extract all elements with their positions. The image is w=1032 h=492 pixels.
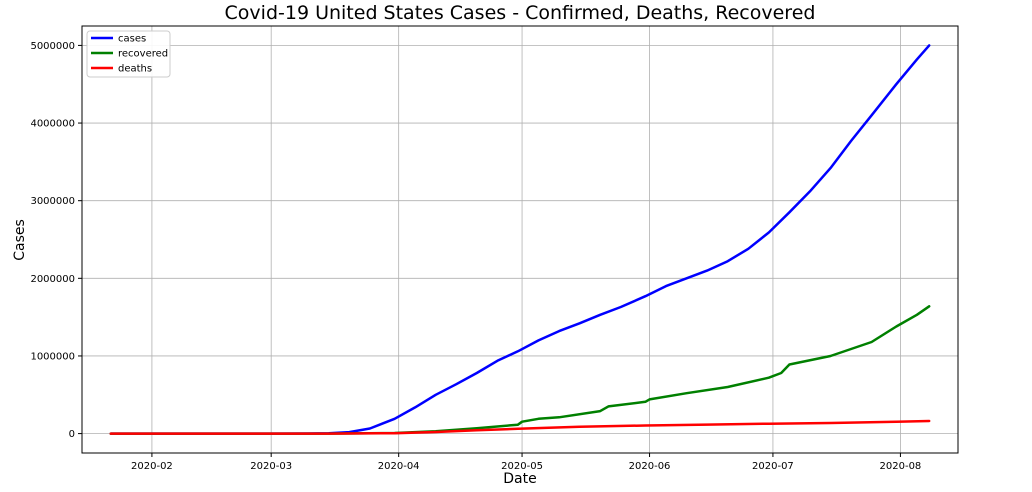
y-tick-label: 0	[69, 429, 75, 440]
x-tick-label: 2020-05	[501, 461, 543, 472]
x-axis: 2020-02 2020-03 2020-04 2020-05 2020-06 2020-…	[131, 453, 921, 472]
grid-layer	[82, 26, 958, 453]
x-tick-label: 2020-03	[250, 461, 292, 472]
y-tick-label: 1000000	[30, 351, 75, 362]
y-tick-label: 2000000	[30, 274, 75, 285]
x-tick-label: 2020-02	[131, 461, 173, 472]
legend-label-recovered: recovered	[118, 49, 168, 60]
y-tick-label: 5000000	[30, 41, 75, 52]
x-tick-label: 2020-07	[752, 461, 794, 472]
legend: cases recovered deaths	[86, 30, 171, 78]
x-axis-label: Date	[503, 471, 536, 487]
x-tick-label: 2020-06	[629, 461, 671, 472]
series-line-cases	[109, 44, 931, 435]
y-axis: 0 1000000 2000000 3000000 4000000 5000000	[30, 41, 82, 440]
chart-title: Covid-19 United States Cases - Confirmed…	[225, 2, 816, 24]
legend-label-cases: cases	[118, 34, 146, 45]
series-layer	[109, 44, 931, 435]
legend-box	[86, 30, 171, 78]
series-line-recovered	[109, 305, 931, 435]
legend-label-deaths: deaths	[118, 64, 152, 75]
x-tick-label: 2020-08	[880, 461, 922, 472]
series-line-deaths	[109, 419, 931, 435]
y-tick-label: 4000000	[30, 119, 75, 130]
plot-frame	[81, 25, 959, 454]
y-tick-label: 3000000	[30, 196, 75, 207]
y-axis-label: Cases	[12, 219, 28, 261]
x-tick-label: 2020-04	[378, 461, 420, 472]
